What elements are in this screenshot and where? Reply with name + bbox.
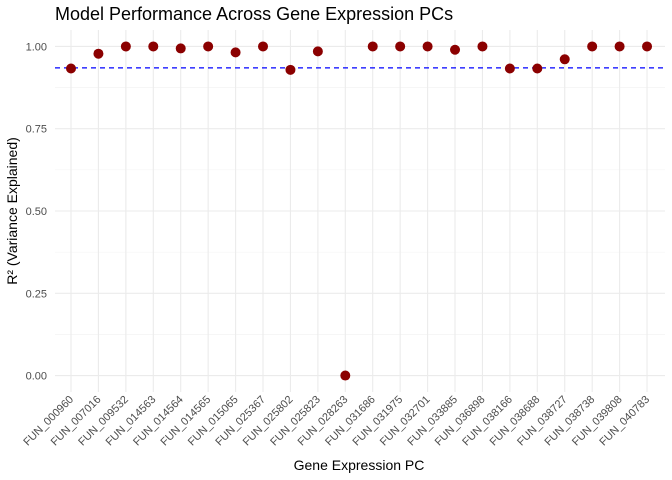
data-point xyxy=(175,43,186,54)
x-axis-title: Gene Expression PC xyxy=(294,457,425,473)
data-point xyxy=(285,64,296,75)
data-point xyxy=(450,44,461,55)
y-tick-label: 1.00 xyxy=(26,41,47,53)
data-point xyxy=(66,63,76,74)
data-point xyxy=(148,41,159,52)
chart-title: Model Performance Across Gene Expression… xyxy=(55,4,453,24)
data-point xyxy=(614,41,625,52)
y-tick-label: 0.50 xyxy=(26,206,47,218)
y-tick-labels: 0.00 0.25 0.50 0.75 1.00 xyxy=(26,41,47,382)
data-point xyxy=(587,41,598,52)
data-point xyxy=(258,41,269,52)
data-point xyxy=(559,54,570,65)
data-point xyxy=(340,370,351,381)
y-axis-title: R² (Variance Explained) xyxy=(4,137,20,285)
y-tick-label: 0.25 xyxy=(26,288,47,300)
minor-gridlines xyxy=(55,87,665,335)
data-point xyxy=(477,41,488,52)
major-gridlines xyxy=(55,30,665,392)
data-point xyxy=(203,41,214,52)
data-point xyxy=(367,41,378,52)
data-point xyxy=(93,48,104,59)
data-point xyxy=(422,41,433,52)
y-tick-label: 0.00 xyxy=(26,371,47,383)
data-point xyxy=(395,41,406,52)
data-point xyxy=(230,47,241,58)
data-point xyxy=(120,41,131,52)
data-points xyxy=(66,41,653,381)
y-tick-label: 0.75 xyxy=(26,124,47,136)
data-point xyxy=(532,63,543,74)
data-point xyxy=(504,63,515,74)
data-point xyxy=(642,41,653,52)
x-tick-labels: FUN_000960FUN_007016FUN_009532FUN_014563… xyxy=(21,394,652,449)
data-point xyxy=(312,46,323,57)
